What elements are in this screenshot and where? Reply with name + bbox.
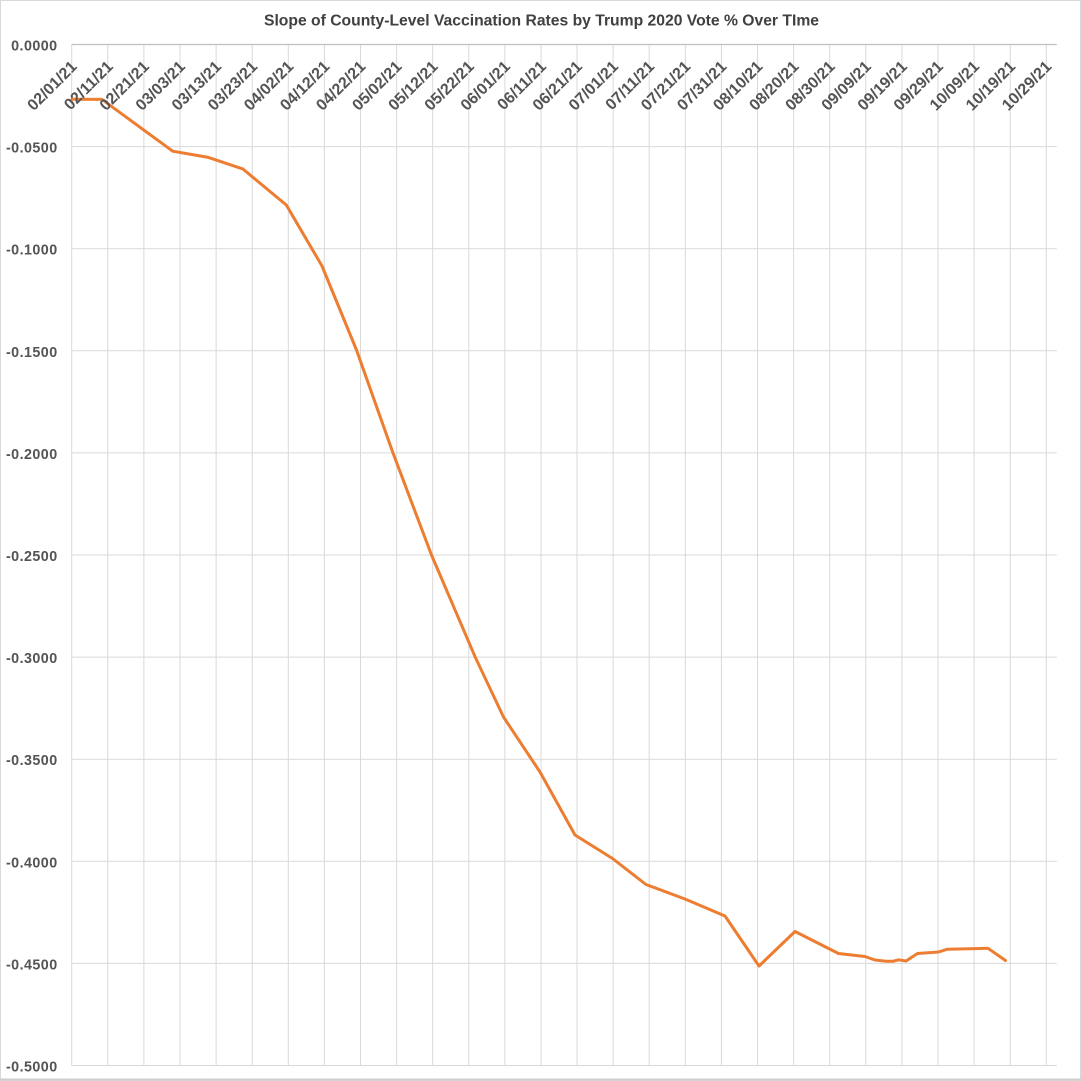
svg-text:-0.1000: -0.1000 — [6, 243, 58, 259]
svg-text:-0.4000: -0.4000 — [6, 855, 58, 871]
svg-text:-0.1500: -0.1500 — [6, 345, 58, 361]
svg-text:-0.2500: -0.2500 — [6, 549, 58, 565]
svg-text:-0.0500: -0.0500 — [6, 141, 58, 157]
svg-text:0.0000: 0.0000 — [11, 39, 57, 55]
svg-text:Slope of County-Level Vaccinat: Slope of County-Level Vaccination Rates … — [264, 13, 819, 30]
svg-text:-0.4500: -0.4500 — [6, 957, 58, 973]
svg-text:-0.3500: -0.3500 — [6, 753, 58, 769]
svg-text:-0.2000: -0.2000 — [6, 447, 58, 463]
svg-text:-0.3000: -0.3000 — [6, 651, 58, 667]
svg-text:-0.5000: -0.5000 — [6, 1060, 58, 1076]
